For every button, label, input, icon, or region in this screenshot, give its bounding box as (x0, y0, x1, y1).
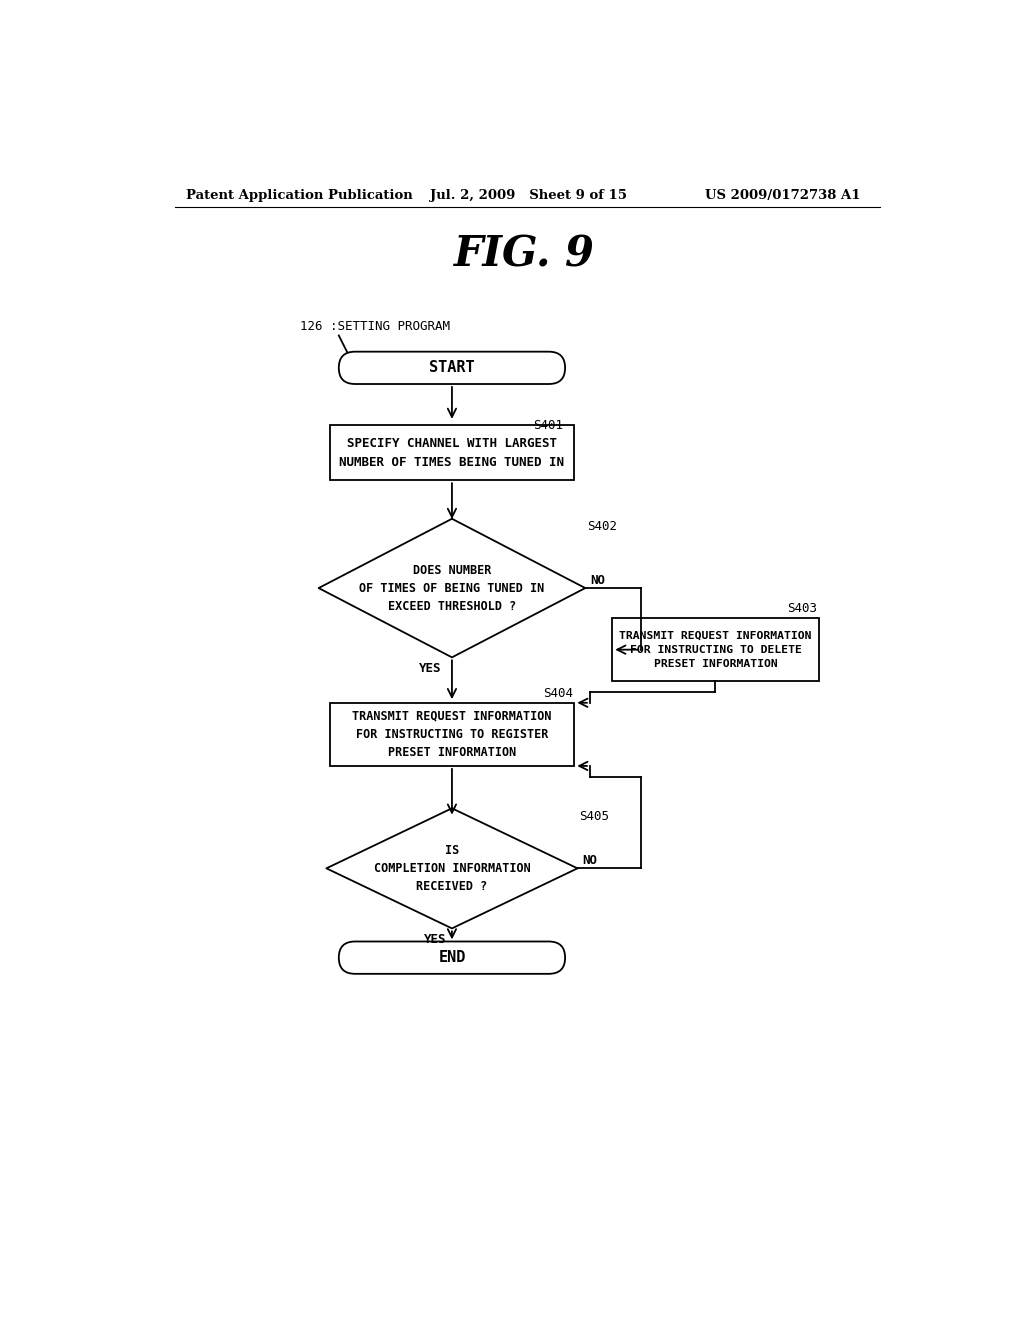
Text: IS
COMPLETION INFORMATION
RECEIVED ?: IS COMPLETION INFORMATION RECEIVED ? (374, 843, 530, 892)
FancyBboxPatch shape (339, 351, 565, 384)
Text: DOES NUMBER
OF TIMES OF BEING TUNED IN
EXCEED THRESHOLD ?: DOES NUMBER OF TIMES OF BEING TUNED IN E… (359, 564, 545, 612)
Text: Jul. 2, 2009   Sheet 9 of 15: Jul. 2, 2009 Sheet 9 of 15 (430, 189, 628, 202)
Text: S401: S401 (534, 418, 563, 432)
FancyBboxPatch shape (330, 702, 574, 766)
FancyBboxPatch shape (339, 941, 565, 974)
Text: TRANSMIT REQUEST INFORMATION
FOR INSTRUCTING TO REGISTER
PRESET INFORMATION: TRANSMIT REQUEST INFORMATION FOR INSTRUC… (352, 710, 552, 759)
Text: TRANSMIT REQUEST INFORMATION
FOR INSTRUCTING TO DELETE
PRESET INFORMATION: TRANSMIT REQUEST INFORMATION FOR INSTRUC… (620, 631, 812, 669)
Text: END: END (438, 950, 466, 965)
Text: S403: S403 (787, 602, 817, 615)
FancyBboxPatch shape (330, 425, 574, 480)
Text: S405: S405 (579, 810, 609, 822)
Text: YES: YES (424, 933, 446, 946)
Text: YES: YES (419, 663, 441, 675)
Polygon shape (327, 808, 578, 928)
Polygon shape (318, 519, 586, 657)
Text: 126 :SETTING PROGRAM: 126 :SETTING PROGRAM (300, 319, 451, 333)
Text: US 2009/0172738 A1: US 2009/0172738 A1 (706, 189, 861, 202)
Text: Patent Application Publication: Patent Application Publication (186, 189, 413, 202)
Text: S402: S402 (587, 520, 616, 533)
Text: START: START (429, 360, 475, 375)
FancyBboxPatch shape (612, 618, 818, 681)
Text: S404: S404 (543, 686, 572, 700)
Text: NO: NO (583, 854, 597, 867)
Text: FIG. 9: FIG. 9 (455, 234, 595, 276)
Text: NO: NO (590, 574, 605, 587)
Text: SPECIFY CHANNEL WITH LARGEST
NUMBER OF TIMES BEING TUNED IN: SPECIFY CHANNEL WITH LARGEST NUMBER OF T… (339, 437, 564, 469)
